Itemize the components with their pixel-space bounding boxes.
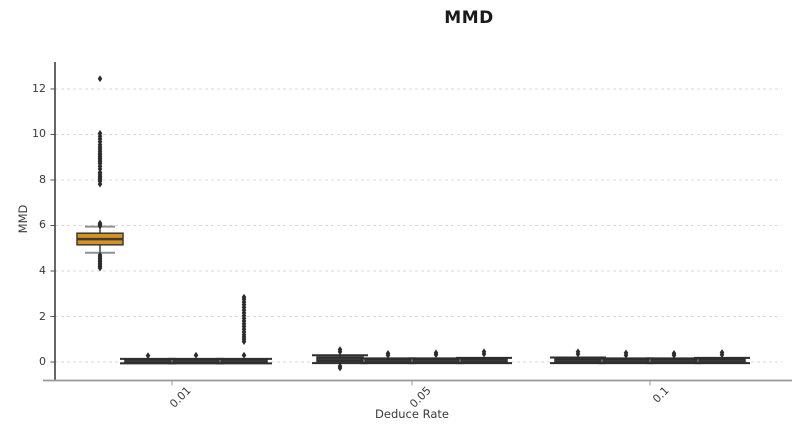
y-tick-label: 8 <box>39 172 46 186</box>
outlier-diamond <box>481 348 487 356</box>
outlier-diamond <box>433 349 439 357</box>
outlier-diamond <box>241 351 247 359</box>
outlier-diamond <box>385 349 391 357</box>
outlier-diamond <box>97 169 103 176</box>
outlier-diamond <box>97 219 103 227</box>
outlier-diamond <box>671 349 677 357</box>
outlier-diamond <box>337 346 343 353</box>
outlier-diamond <box>719 349 725 356</box>
y-tick-label: 10 <box>32 127 46 141</box>
x-axis-label: Deduce Rate <box>375 407 449 421</box>
outlier-diamond <box>145 352 151 360</box>
y-tick-label: 2 <box>39 309 46 323</box>
outlier-diamond <box>97 129 103 137</box>
y-tick-label: 0 <box>39 355 46 369</box>
outlier-diamond <box>241 293 247 301</box>
outlier-diamond <box>623 349 629 357</box>
outlier-diamond <box>575 348 581 356</box>
y-tick-label: 4 <box>39 263 46 277</box>
chart-title: MMD <box>444 8 494 28</box>
outlier-diamond <box>337 364 343 372</box>
outlier-diamond <box>193 351 199 359</box>
outlier-diamond <box>97 75 103 83</box>
y-tick-label: 6 <box>39 218 46 232</box>
y-tick-label: 12 <box>32 81 46 95</box>
outlier-diamond <box>97 251 103 259</box>
